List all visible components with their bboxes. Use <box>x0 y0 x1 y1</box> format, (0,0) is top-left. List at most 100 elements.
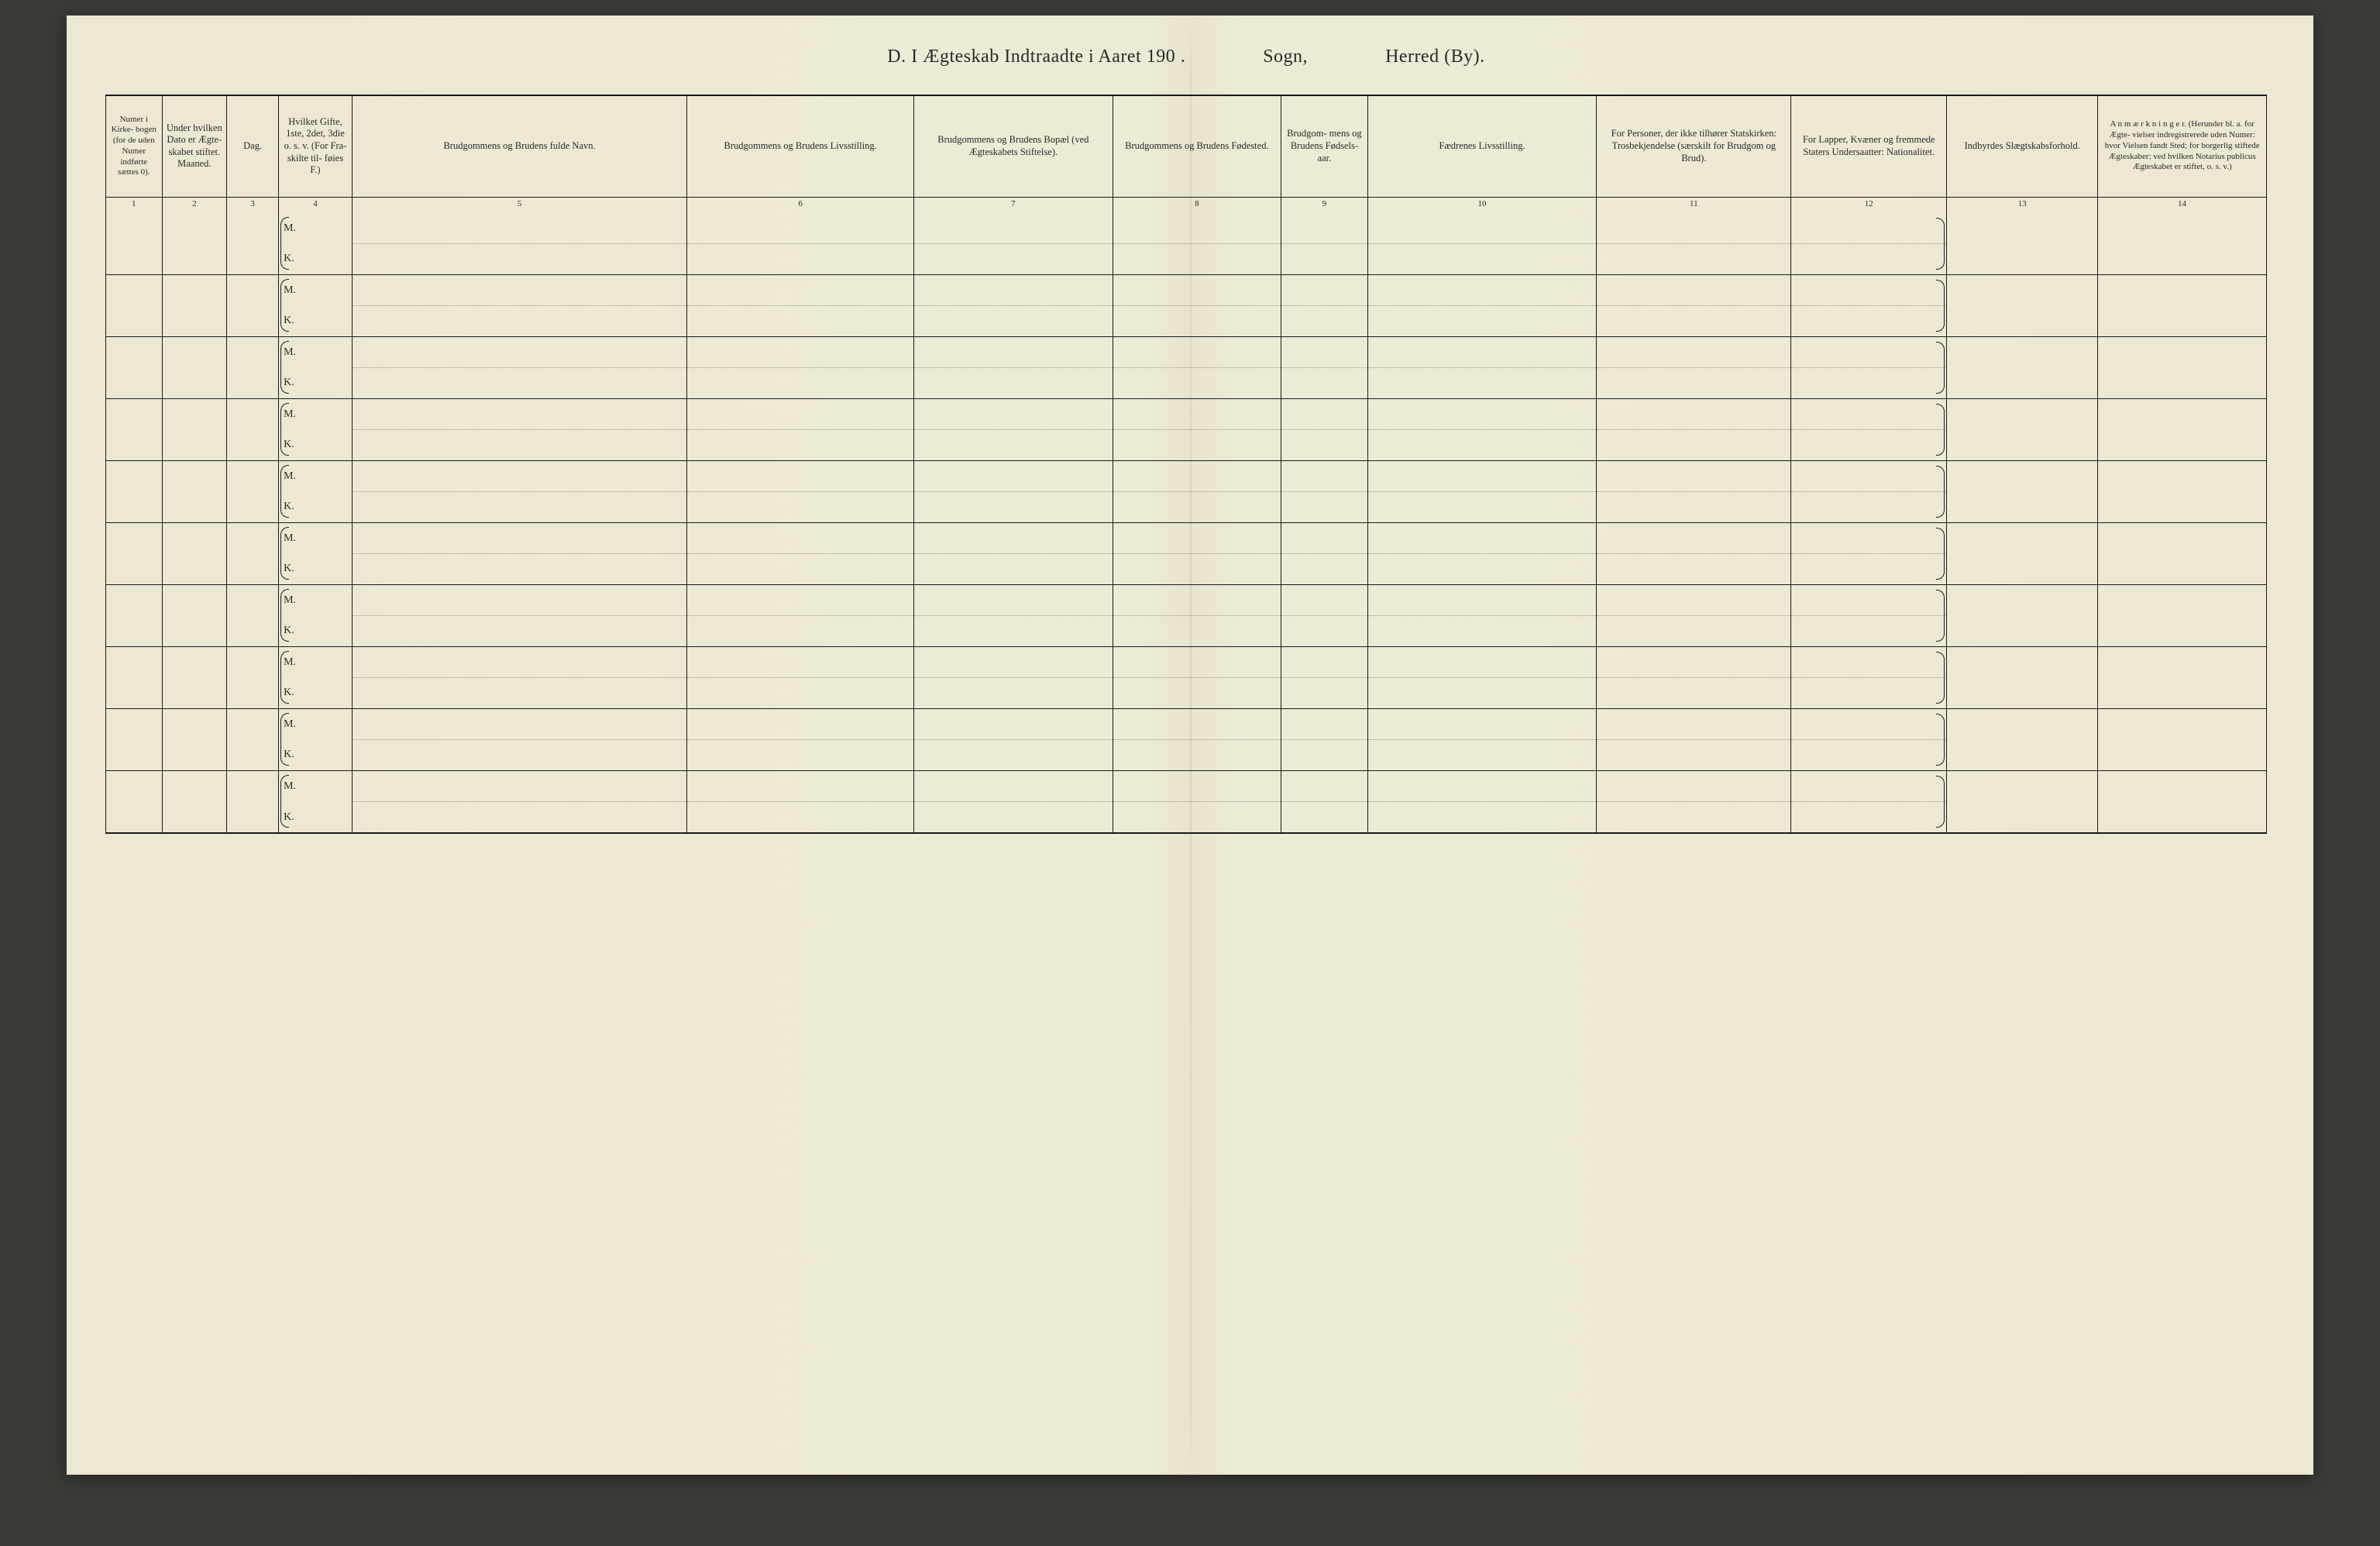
cell <box>687 739 914 770</box>
col-head-6: Brudgommens og Brudens Livsstilling. <box>687 96 914 197</box>
cell <box>687 212 914 243</box>
cell <box>352 584 686 615</box>
cell <box>1947 491 2098 522</box>
cell <box>914 429 1113 460</box>
cell <box>1367 801 1597 832</box>
cell <box>1113 491 1281 522</box>
col-head-2: Under hvilken Dato er Ægte- skabet stift… <box>162 96 227 197</box>
table-row: K. <box>106 677 2267 708</box>
cell <box>352 460 686 491</box>
cell <box>2098 305 2267 336</box>
cell <box>106 770 163 801</box>
cell <box>227 522 279 553</box>
cell <box>914 646 1113 677</box>
cell: K. <box>279 677 353 708</box>
cell <box>1281 491 1368 522</box>
cell <box>1597 677 1791 708</box>
cell <box>687 243 914 274</box>
cell <box>1281 522 1368 553</box>
cell <box>914 336 1113 367</box>
cell <box>1281 336 1368 367</box>
cell <box>1367 398 1597 429</box>
cell <box>914 677 1113 708</box>
ledger-page: D. I Ægteskab Indtraadte i Aaret 190 . S… <box>67 15 2313 1475</box>
cell <box>162 398 227 429</box>
cell <box>1113 646 1281 677</box>
cell <box>1947 336 2098 367</box>
cell <box>227 615 279 646</box>
cell <box>1597 336 1791 367</box>
cell <box>106 522 163 553</box>
cell <box>106 677 163 708</box>
table-row: K. <box>106 615 2267 646</box>
cell <box>1367 553 1597 584</box>
cell <box>106 274 163 305</box>
cell <box>106 708 163 739</box>
cell <box>352 522 686 553</box>
cell <box>1367 739 1597 770</box>
cell <box>227 336 279 367</box>
cell <box>687 646 914 677</box>
cell <box>1947 522 2098 553</box>
cell <box>1597 212 1791 243</box>
col-num-6: 6 <box>687 197 914 212</box>
cell <box>1113 274 1281 305</box>
cell <box>162 801 227 832</box>
cell <box>1947 305 2098 336</box>
cell <box>1281 646 1368 677</box>
cell <box>1367 708 1597 739</box>
cell: M. <box>279 336 353 367</box>
cell <box>106 336 163 367</box>
col-num-1: 1 <box>106 197 163 212</box>
table-row: K. <box>106 801 2267 832</box>
table-row: K. <box>106 553 2267 584</box>
cell <box>227 491 279 522</box>
cell <box>1281 398 1368 429</box>
table-row: M. <box>106 212 2267 243</box>
cell <box>1113 460 1281 491</box>
cell <box>914 398 1113 429</box>
cell <box>352 274 686 305</box>
cell: M. <box>279 522 353 553</box>
cell <box>1597 243 1791 274</box>
cell <box>687 677 914 708</box>
cell: K. <box>279 429 353 460</box>
cell <box>162 708 227 739</box>
cell <box>1113 584 1281 615</box>
cell <box>1947 460 2098 491</box>
col-head-10: Fædrenes Livsstilling. <box>1367 96 1597 197</box>
cell <box>1367 429 1597 460</box>
cell <box>914 801 1113 832</box>
cell <box>1947 708 2098 739</box>
cell <box>106 243 163 274</box>
cell <box>1597 770 1791 801</box>
col-head-5: Brudgommens og Brudens fulde Navn. <box>352 96 686 197</box>
col-number-row: 1 2 3 4 5 6 7 8 9 10 11 12 13 14 <box>106 197 2267 212</box>
col-num-11: 11 <box>1597 197 1791 212</box>
cell <box>1113 305 1281 336</box>
cell <box>687 305 914 336</box>
cell <box>1947 212 2098 243</box>
cell <box>1597 305 1791 336</box>
col-head-8: Brudgommens og Brudens Fødested. <box>1113 96 1281 197</box>
cell <box>1367 491 1597 522</box>
cell <box>162 367 227 398</box>
cell <box>1791 212 1947 243</box>
cell <box>1597 429 1791 460</box>
table-row: K. <box>106 367 2267 398</box>
cell <box>1281 553 1368 584</box>
table-row: M. <box>106 646 2267 677</box>
table-row: K. <box>106 491 2267 522</box>
cell <box>914 770 1113 801</box>
cell <box>352 553 686 584</box>
cell <box>352 615 686 646</box>
cell <box>1791 615 1947 646</box>
cell <box>1597 367 1791 398</box>
cell <box>352 336 686 367</box>
table-row: M. <box>106 274 2267 305</box>
cell <box>914 460 1113 491</box>
table-row: K. <box>106 305 2267 336</box>
cell <box>227 708 279 739</box>
page-header: D. I Ægteskab Indtraadte i Aaret 190 . S… <box>105 46 2267 67</box>
cell <box>1947 553 2098 584</box>
